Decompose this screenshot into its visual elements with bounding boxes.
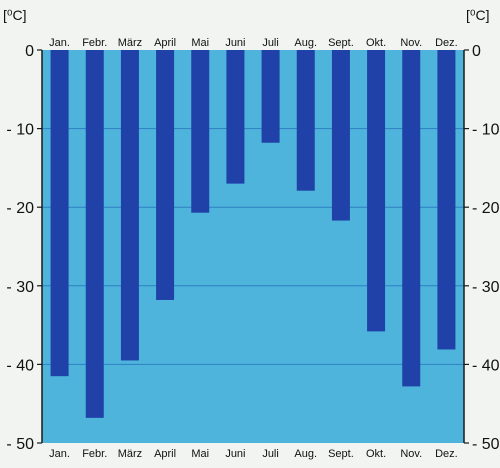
y-tick-label: - 20 — [472, 200, 500, 217]
bar — [120, 50, 139, 361]
bar — [156, 50, 175, 300]
y-tick-label: 0 — [25, 43, 34, 60]
x-tick-label: Mai — [191, 37, 209, 49]
x-tick-label: Jan. — [49, 448, 70, 460]
x-tick-label: Sept. — [328, 448, 354, 460]
x-tick-label: Aug. — [294, 37, 317, 49]
bar — [296, 50, 315, 191]
x-tick-label: April — [154, 37, 176, 49]
x-tick-label: Mai — [191, 448, 209, 460]
x-tick-label: Juli — [262, 448, 279, 460]
x-tick-label: Juli — [262, 37, 279, 49]
y-tick-label: - 50 — [6, 436, 34, 453]
y-tick-labels-right: 0 - 10 - 20 - 30 - 40 - 50 — [472, 43, 500, 453]
bar — [191, 50, 210, 213]
x-tick-label: Okt. — [366, 448, 386, 460]
y-tick-label: - 10 — [472, 122, 500, 139]
x-tick-label: März — [118, 37, 142, 49]
x-tick-label: Nov. — [400, 448, 422, 460]
y-tick-label: - 30 — [472, 279, 500, 296]
x-tick-label: Juni — [225, 448, 245, 460]
x-tick-label: April — [154, 448, 176, 460]
bar — [50, 50, 69, 377]
bar — [402, 50, 421, 387]
x-tick-label: Okt. — [366, 37, 386, 49]
plot-area — [42, 50, 464, 443]
x-tick-label: Aug. — [294, 448, 317, 460]
x-tick-label: Jan. — [49, 37, 70, 49]
x-tick-label: Febr. — [82, 448, 107, 460]
y-tick-label: - 10 — [6, 122, 34, 139]
x-tick-label: Febr. — [82, 37, 107, 49]
x-tick-label: Dez. — [435, 37, 458, 49]
bars — [50, 50, 456, 418]
y-unit-label-left: [⁰C] — [3, 7, 27, 23]
y-tick-labels-left: 0 - 10 - 20 - 30 - 40 - 50 — [6, 43, 34, 453]
x-tick-label: März — [118, 448, 142, 460]
y-tick-label: 0 — [472, 43, 481, 60]
x-tick-labels-bottom: Jan. Febr. März April Mai Juni Juli Aug. Sept. Ok… — [49, 448, 458, 460]
y-tick-label: - 30 — [6, 279, 34, 296]
x-tick-label: Nov. — [400, 37, 422, 49]
axis-frame — [37, 49, 469, 444]
bar — [226, 50, 245, 184]
gridlines — [42, 128, 464, 365]
x-tick-labels-top: Jan. Febr. März April Mai Juni Juli Aug. Sept. Ok… — [49, 37, 458, 49]
bar — [331, 50, 350, 221]
y-tick-label: - 40 — [6, 357, 34, 374]
x-tick-label: Dez. — [435, 448, 458, 460]
bar — [85, 50, 104, 418]
y-unit-label-right: [⁰C] — [466, 7, 490, 23]
y-tick-label: - 20 — [6, 200, 34, 217]
bar — [261, 50, 280, 143]
y-tick-label: - 40 — [472, 357, 500, 374]
bar — [437, 50, 456, 350]
x-tick-label: Sept. — [328, 37, 354, 49]
x-tick-label: Juni — [225, 37, 245, 49]
y-tick-label: - 50 — [472, 436, 500, 453]
bar — [367, 50, 386, 332]
